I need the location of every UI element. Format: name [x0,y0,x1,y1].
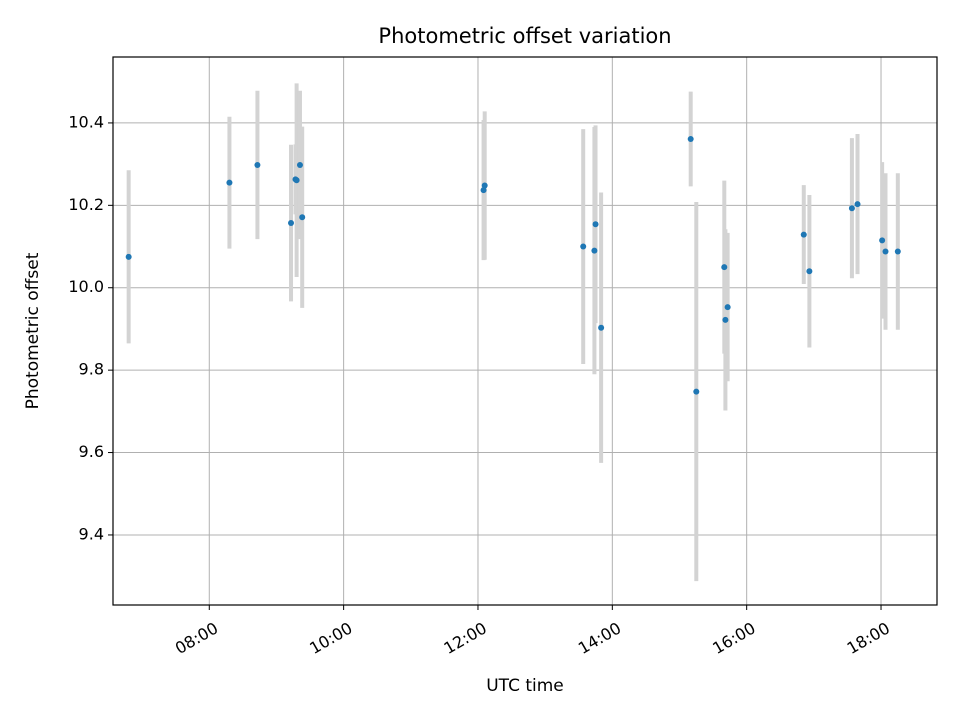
data-point [481,182,488,189]
data-point [125,253,132,260]
x-tick-label: 10:00 [306,618,355,658]
data-point [598,324,605,331]
y-tick-label: 9.4 [79,524,104,543]
data-point [806,268,813,275]
data-point [721,264,728,271]
grid-lines [113,57,937,605]
data-point [226,179,233,186]
y-tick-label: 9.6 [79,442,104,461]
x-axis-ticks: 08:00 10:00 12:00 14:00 16:00 18:00 [172,605,893,658]
y-tick-label: 10.0 [68,277,104,296]
data-point [879,237,886,244]
chart-title: Photometric offset variation [378,24,671,48]
data-point [293,177,300,184]
data-point [299,214,306,221]
data-point [687,135,694,142]
x-tick-label: 16:00 [709,618,758,658]
data-point [592,221,599,228]
data-point [800,231,807,238]
error-bars [126,83,900,582]
data-point [288,220,295,227]
data-points [125,135,901,395]
y-tick-label: 9.8 [79,360,104,379]
data-point [854,201,861,208]
data-point [480,187,487,194]
data-point [724,304,731,311]
y-tick-label: 10.2 [68,195,104,214]
x-tick-label: 08:00 [172,618,221,658]
data-point [722,316,729,323]
data-point [882,248,889,255]
x-tick-label: 12:00 [441,618,490,658]
x-tick-label: 18:00 [844,618,893,658]
y-tick-label: 10.4 [68,112,104,131]
data-point [296,161,303,168]
x-tick-label: 14:00 [575,618,624,658]
plot-frame [112,56,938,606]
data-point [848,205,855,212]
data-point [693,388,700,395]
x-axis-label: UTC time [486,676,564,696]
data-point [254,161,261,168]
y-axis-ticks: 9.4 9.6 9.8 10.0 10.2 10.4 [68,112,113,543]
y-axis-label: Photometric offset [23,252,43,409]
data-point [580,243,587,250]
data-point [591,247,598,254]
data-point [894,248,901,255]
